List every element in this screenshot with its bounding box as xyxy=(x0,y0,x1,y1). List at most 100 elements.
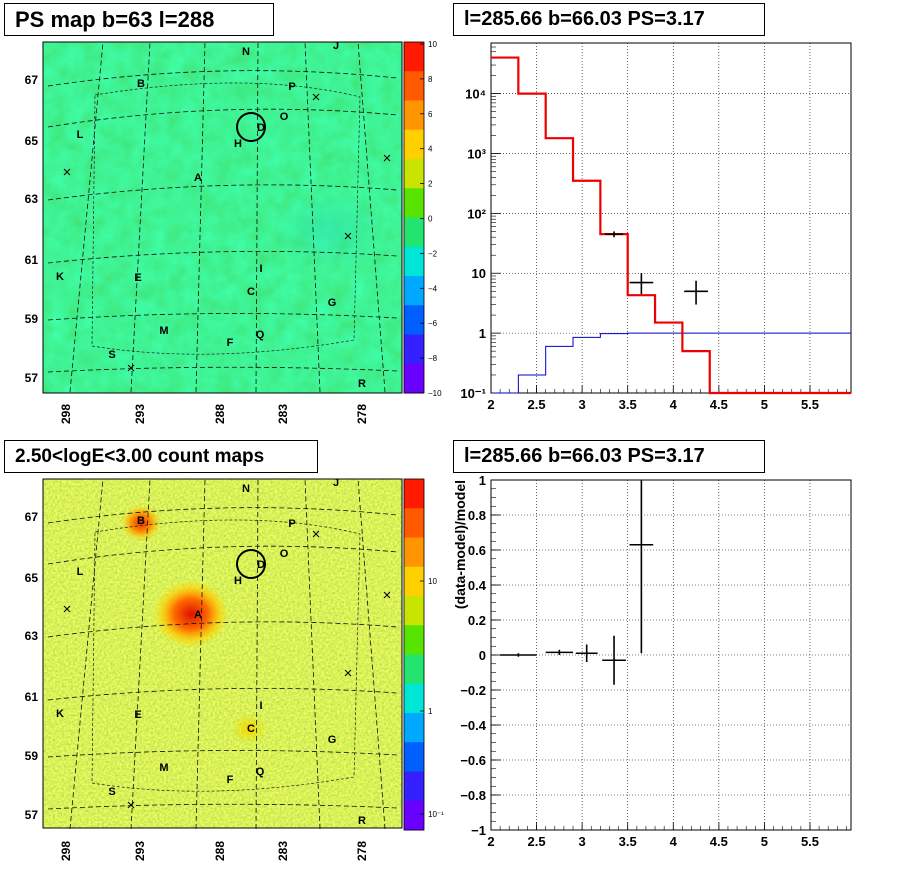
y-tick-label: 10⁻¹ xyxy=(460,386,486,401)
source-label-f: F xyxy=(227,774,234,786)
source-label-b: B xyxy=(137,78,145,90)
x-tick-label: 2.5 xyxy=(528,397,546,412)
count-map-source-labels: N J B P O D H L A I K E C G M Q F S R xyxy=(56,477,391,827)
source-label-c: C xyxy=(247,723,255,735)
colorbar-frame xyxy=(403,41,425,394)
lon-tick-label: 283 xyxy=(276,841,290,861)
grid-lines xyxy=(490,43,851,394)
source-label-e: E xyxy=(134,272,141,284)
y-tick-label: 1 xyxy=(479,473,486,488)
ps-map-colorbar: 10 8 6 4 2 0 −2 −4 −6 −8 −10 xyxy=(403,40,442,398)
cross-marker xyxy=(344,232,352,240)
spectrum-title: l=285.66 b=66.03 PS=3.17 xyxy=(453,3,765,36)
colorbar-tick-label: 2 xyxy=(428,180,433,189)
source-label-j: J xyxy=(333,477,339,489)
x-tick-label: 2.5 xyxy=(528,834,546,849)
colorbar-frame xyxy=(403,478,425,831)
ps-map-panel: 67 65 63 61 59 57 298 293 288 283 278 N J B P O D H L A I K E… xyxy=(25,40,442,424)
colorbar-swatch xyxy=(404,537,424,568)
y-tick-label: 0 xyxy=(479,648,486,663)
colorbar-swatch xyxy=(404,742,424,772)
source-label-n: N xyxy=(242,46,250,58)
source-label-r: R xyxy=(358,378,366,390)
x-tick-label: 5 xyxy=(761,397,768,412)
x-tick-label: 4.5 xyxy=(710,397,728,412)
meridian-line xyxy=(69,41,104,393)
lat-tick-label: 65 xyxy=(25,134,39,148)
colorbar-swatch xyxy=(404,42,424,72)
colorbar-swatch xyxy=(404,625,424,655)
lat-tick-label: 59 xyxy=(25,312,39,326)
lon-tick-label: 278 xyxy=(355,841,369,861)
colorbar-tick-label: −10 xyxy=(428,389,442,398)
ps-map-source-labels: N J B P O D H L A I K E C G M Q F S R xyxy=(56,40,391,390)
model-blue-histogram xyxy=(491,332,851,394)
colorbar-swatch xyxy=(404,71,424,101)
source-label-g: G xyxy=(328,734,337,746)
plot-frame xyxy=(490,42,852,394)
y-tick-label: −0.6 xyxy=(460,753,486,768)
y-tick-label: 0.8 xyxy=(468,508,486,523)
colorbar-tick-label: 0 xyxy=(428,215,433,224)
target-circle xyxy=(236,549,266,579)
colorbar-swatch xyxy=(404,596,424,626)
source-label-o: O xyxy=(280,111,289,123)
colorbar-tick-label: 6 xyxy=(428,110,433,119)
x-tick-label: 5.5 xyxy=(801,397,819,412)
colorbar-tick-label: −8 xyxy=(428,354,438,363)
lat-tick-label: 67 xyxy=(25,73,39,87)
lat-tick-label: 67 xyxy=(25,510,39,524)
colorbar-swatch xyxy=(404,771,424,802)
ps-map-title-text: PS map b=63 l=288 xyxy=(15,6,215,32)
lon-tick-label: 288 xyxy=(213,841,227,861)
x-tick-label: 3.5 xyxy=(619,834,637,849)
source-label-m: M xyxy=(159,325,168,337)
ps-map-coord-grid: 67 65 63 61 59 57 298 293 288 283 278 xyxy=(25,41,398,424)
cross-marker xyxy=(127,364,135,372)
meridian-line xyxy=(130,41,151,393)
meridian-line xyxy=(255,41,259,393)
source-label-j: J xyxy=(333,40,339,52)
count-map-title: 2.50<logE<3.00 count maps xyxy=(4,440,318,473)
lat-tick-label: 59 xyxy=(25,749,39,763)
residual-title-text: l=285.66 b=66.03 PS=3.17 xyxy=(464,445,705,467)
cross-marker xyxy=(383,591,391,599)
cross-marker xyxy=(63,168,71,176)
x-tick-label: 2 xyxy=(487,397,494,412)
source-label-s: S xyxy=(108,786,115,798)
colorbar-swatch xyxy=(404,800,424,831)
cross-marker xyxy=(127,801,135,809)
meridian-line xyxy=(195,41,206,393)
source-label-p: P xyxy=(288,81,295,93)
colorbar-tick-label: 1 xyxy=(428,707,433,716)
source-label-l: L xyxy=(77,129,84,141)
y-tick-label: 10³ xyxy=(467,146,486,161)
colorbar-swatch xyxy=(404,713,424,743)
roi-boundary xyxy=(91,82,361,355)
source-label-c: C xyxy=(247,286,255,298)
source-label-k: K xyxy=(56,708,64,720)
colorbar-tick-label: −2 xyxy=(428,249,438,258)
source-label-r: R xyxy=(358,815,366,827)
source-label-b: B xyxy=(137,515,145,527)
colorbar-swatch xyxy=(404,363,424,394)
source-label-i: I xyxy=(259,700,262,712)
x-tick-label: 5 xyxy=(761,834,768,849)
meridian-line xyxy=(195,478,206,830)
colorbar-tick-label: 10 xyxy=(428,577,437,586)
x-tick-label: 4.5 xyxy=(710,834,728,849)
grid-lines xyxy=(490,479,851,831)
cross-marker xyxy=(63,605,71,613)
count-map-coord-grid: 67 65 63 61 59 57 298 293 288 283 278 xyxy=(25,478,398,861)
meridian-line xyxy=(255,478,259,830)
meridian-line xyxy=(304,41,321,393)
colorbar-swatch xyxy=(404,217,424,248)
colorbar-swatch xyxy=(404,129,424,160)
lat-tick-label: 65 xyxy=(25,571,39,585)
lat-tick-label: 63 xyxy=(25,192,39,206)
y-axis-label: (data-model)/model xyxy=(452,480,468,609)
source-label-m: M xyxy=(159,762,168,774)
source-label-a: A xyxy=(194,172,202,184)
cross-marker xyxy=(312,93,320,101)
lat-tick-label: 57 xyxy=(25,371,39,385)
